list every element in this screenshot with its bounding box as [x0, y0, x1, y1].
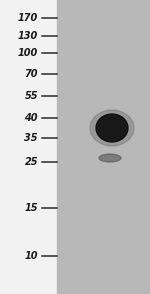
Text: 15: 15 [24, 203, 38, 213]
Text: 10: 10 [24, 251, 38, 261]
Text: 55: 55 [24, 91, 38, 101]
Text: 100: 100 [18, 48, 38, 58]
Bar [57, 0, 150, 294]
Text: 35: 35 [24, 133, 38, 143]
Ellipse shape [96, 114, 128, 142]
Ellipse shape [99, 154, 121, 162]
Ellipse shape [90, 110, 134, 146]
Bar [0, 0, 57, 294]
Text: 130: 130 [18, 31, 38, 41]
Text: 40: 40 [24, 113, 38, 123]
Text: 170: 170 [18, 13, 38, 23]
Text: 25: 25 [24, 157, 38, 167]
Text: 70: 70 [24, 69, 38, 79]
